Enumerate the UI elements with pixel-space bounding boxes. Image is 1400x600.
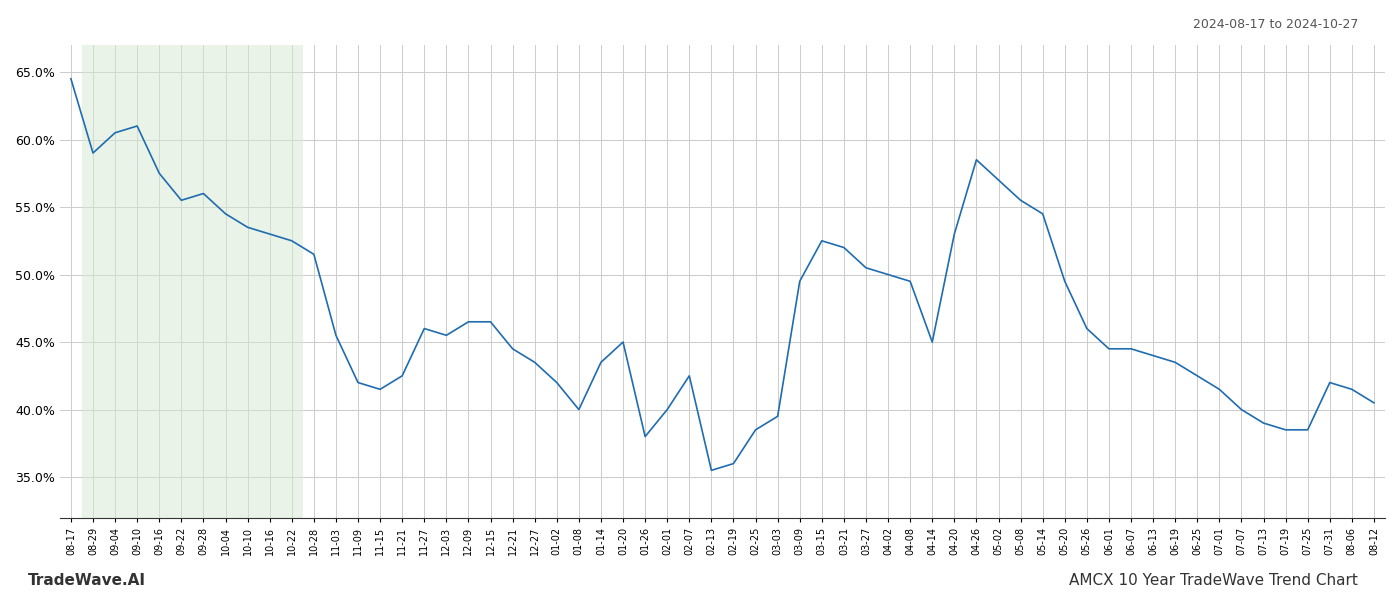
Text: 2024-08-17 to 2024-10-27: 2024-08-17 to 2024-10-27 (1193, 18, 1358, 31)
Bar (83, 45, 302, 518)
Text: TradeWave.AI: TradeWave.AI (28, 573, 146, 588)
Text: AMCX 10 Year TradeWave Trend Chart: AMCX 10 Year TradeWave Trend Chart (1070, 573, 1358, 588)
